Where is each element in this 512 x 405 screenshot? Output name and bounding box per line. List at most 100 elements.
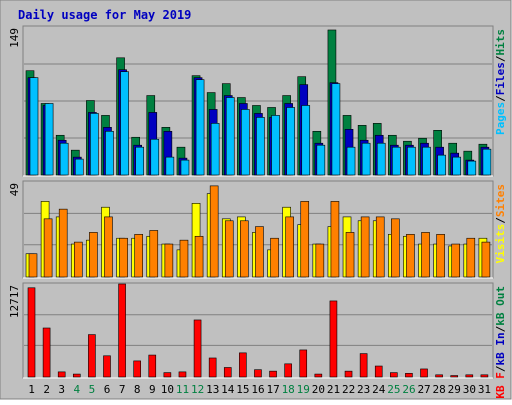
bar-kb-f-day-1 <box>27 287 36 378</box>
bar-sites-day-8 <box>134 234 143 278</box>
legend-visits_sites: Visits/Sites <box>494 184 507 264</box>
day-label: 2 <box>43 383 50 396</box>
bar-pages-day-17 <box>271 115 280 176</box>
bar-pages-day-23 <box>361 142 371 176</box>
day-label: 4 <box>74 383 81 396</box>
bar-kb-f-day-20 <box>314 373 323 378</box>
bar-sites-day-21 <box>330 201 340 278</box>
bar-sites-day-14 <box>224 220 234 278</box>
bar-sites-day-13 <box>209 185 219 278</box>
bar-pages-day-22 <box>346 146 356 176</box>
bar-pages-day-9 <box>150 138 160 176</box>
bar-kb-f-day-18 <box>284 363 292 378</box>
legend-entry: / <box>494 95 507 102</box>
legend-entry: / <box>494 325 507 332</box>
bar-pages-day-25 <box>392 146 401 176</box>
day-label: 7 <box>119 383 126 396</box>
bar-sites-day-24 <box>375 216 385 278</box>
day-label: 5 <box>89 383 96 396</box>
bar-pages-day-3 <box>59 142 69 176</box>
bar-kb-f-day-4 <box>72 373 81 378</box>
bar-kb-f-day-5 <box>88 334 96 378</box>
bar-pages-day-15 <box>241 109 250 176</box>
bar-sites-day-15 <box>240 220 249 278</box>
bar-pages-day-4 <box>74 158 84 176</box>
bar-sites-day-9 <box>149 230 159 278</box>
panel-visits_sites: 49 Visits/Sites <box>8 180 507 279</box>
legend-entry: KB F <box>494 372 507 399</box>
bar-pages-day-24 <box>376 142 386 176</box>
legend-entry: Visits <box>494 224 507 264</box>
bar-kb-f-day-8 <box>133 360 141 378</box>
day-label: 6 <box>104 383 111 396</box>
bar-sites-day-25 <box>391 218 400 278</box>
bar-sites-day-5 <box>89 232 98 278</box>
y-max-label: 149 <box>8 28 21 48</box>
bar-pages-day-30 <box>467 160 477 176</box>
bar-kb-f-day-30 <box>465 374 474 378</box>
legend-entry: Hits <box>494 29 507 56</box>
bar-kb-f-day-7 <box>118 283 126 378</box>
bar-pages-day-2 <box>44 103 54 176</box>
bar-sites-day-29 <box>451 243 461 278</box>
chart-panels: 149Pages/Files/Hits49Visits/Sites12717KB… <box>8 25 507 399</box>
panel-background <box>22 282 494 379</box>
legend-hits_files_pages: Pages/Files/Hits <box>494 29 507 135</box>
day-label: 15 <box>236 383 249 396</box>
bar-sites-day-12 <box>194 235 204 278</box>
chart-title: Daily usage for May 2019 <box>18 8 191 22</box>
day-label: 8 <box>134 383 141 396</box>
bar-kb-f-day-26 <box>405 373 413 378</box>
bar-pages-day-10 <box>165 156 175 176</box>
bar-pages-day-26 <box>407 146 416 176</box>
bar-sites-day-19 <box>300 201 310 278</box>
day-label: 16 <box>251 383 264 396</box>
bar-kb-f-day-21 <box>329 300 338 378</box>
bar-sites-day-7 <box>119 237 128 278</box>
bar-pages-day-7 <box>120 71 129 176</box>
bar-pages-day-13 <box>210 123 220 176</box>
bar-pages-day-29 <box>452 156 462 176</box>
legend-entry: kB Out <box>494 286 507 326</box>
bar-pages-day-14 <box>225 97 235 176</box>
bar-kb-f-day-15 <box>239 352 247 378</box>
bar-sites-day-23 <box>360 216 370 278</box>
bar-kb-f-day-14 <box>223 367 232 378</box>
bar-pages-day-31 <box>482 148 492 176</box>
bar-pages-day-16 <box>256 117 265 176</box>
legend-entry: Pages <box>494 102 507 135</box>
day-label: 29 <box>448 383 461 396</box>
bar-kb-f-day-27 <box>420 368 428 378</box>
day-label: 13 <box>206 383 219 396</box>
day-label: 17 <box>266 383 279 396</box>
day-labels: 1 2 3 4 5 6 7 8 9 10 11 12 13 14 15 16 17 18 19 20 21 22 23 24 2… <box>28 383 491 396</box>
bar-kb-f-day-28 <box>435 374 443 378</box>
legend-entry: / <box>494 365 507 372</box>
bar-pages-day-28 <box>437 154 446 176</box>
bar-kb-f-day-3 <box>57 371 66 378</box>
bar-pages-day-27 <box>422 146 431 176</box>
day-label: 23 <box>357 383 370 396</box>
bar-kb-f-day-12 <box>193 319 202 378</box>
bar-kb-f-day-23 <box>359 353 368 378</box>
bar-sites-day-6 <box>104 216 113 278</box>
day-label: 31 <box>478 383 491 396</box>
day-label: 28 <box>433 383 446 396</box>
bar-kb-f-day-9 <box>148 354 157 378</box>
bar-kb-f-day-22 <box>344 370 353 378</box>
bar-pages-day-18 <box>286 107 295 176</box>
legend-kb: KB F/kB In/kB Out <box>494 286 507 399</box>
bar-pages-day-8 <box>135 146 144 176</box>
bar-kb-f-day-17 <box>269 370 277 378</box>
day-label: 18 <box>282 383 295 396</box>
bar-kb-f-day-10 <box>163 372 172 378</box>
bar-sites-day-4 <box>73 241 83 278</box>
bar-sites-day-31 <box>481 241 491 278</box>
bar-pages-day-11 <box>180 159 190 176</box>
day-label: 14 <box>221 383 235 396</box>
bar-kb-f-day-2 <box>42 327 51 378</box>
y-max-label: 49 <box>8 183 21 196</box>
